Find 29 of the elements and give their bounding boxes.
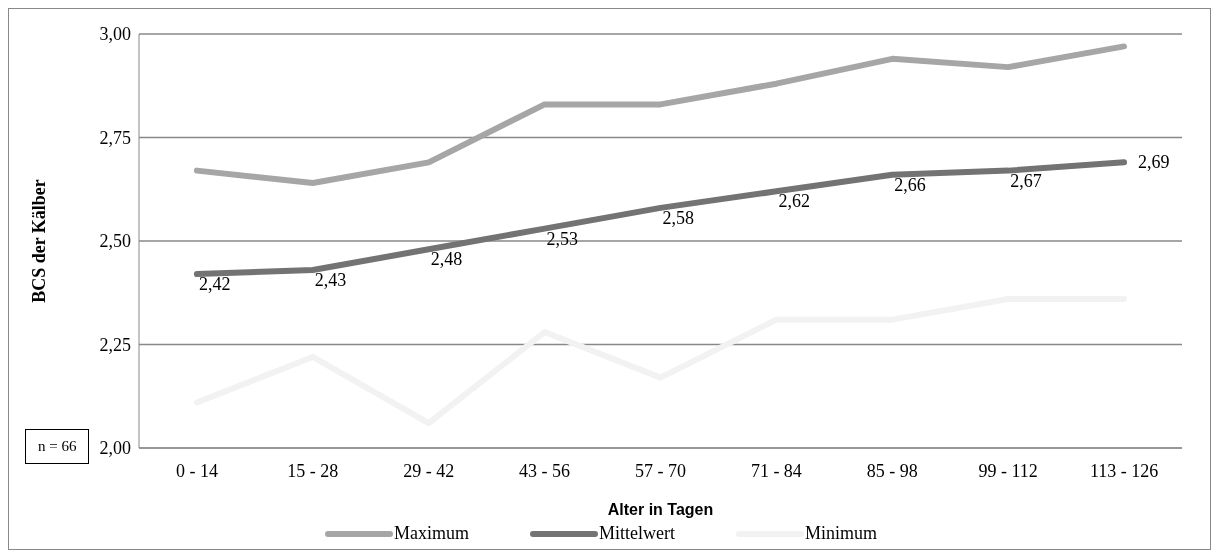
data-label: 2,62	[778, 191, 810, 212]
x-tick-label: 0 - 14	[175, 460, 218, 481]
y-tick-label: 3,00	[99, 24, 131, 45]
data-label: 2,53	[546, 228, 579, 249]
data-label: 2,67	[1010, 170, 1042, 191]
y-tick-label: 2,00	[99, 438, 131, 459]
x-axis-title: Alter in Tagen	[607, 501, 714, 518]
x-tick-label: 85 - 98	[866, 460, 918, 481]
data-label: 2,58	[662, 207, 694, 228]
x-tick-label: 29 - 42	[403, 460, 455, 481]
x-tick-label: 15 - 28	[287, 460, 339, 481]
data-label: 2,42	[198, 274, 231, 295]
data-label: 2,43	[314, 269, 347, 290]
y-tick-label: 2,50	[99, 231, 131, 252]
legend-label: Minimum	[804, 523, 877, 544]
x-tick-label: 43 - 56	[519, 460, 571, 481]
data-label: 2,48	[430, 249, 463, 270]
y-tick-label: 2,25	[99, 334, 131, 355]
data-label: 2,66	[894, 174, 926, 195]
y-axis-title: BCS der Kälber	[29, 179, 50, 303]
legend-label: Mittelwert	[599, 523, 675, 544]
x-tick-label: 99 - 112	[978, 460, 1038, 481]
y-tick-label: 2,75	[99, 127, 131, 148]
data-label: 2,69	[1138, 152, 1170, 173]
legend-label: Maximum	[394, 523, 469, 544]
x-tick-label: 71 - 84	[750, 460, 802, 481]
text: n = 66	[25, 429, 90, 464]
x-tick-label: 113 - 126	[1089, 460, 1159, 481]
x-tick-label: 57 - 70	[635, 460, 686, 481]
